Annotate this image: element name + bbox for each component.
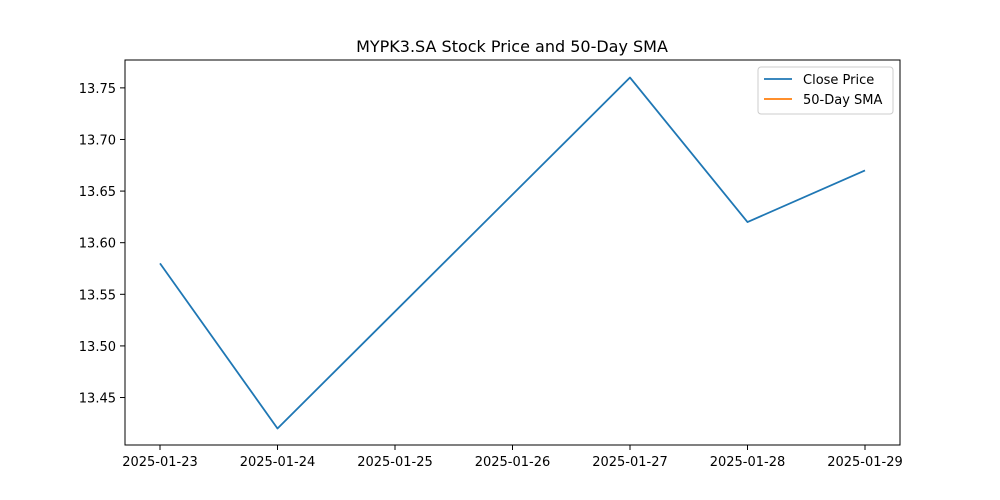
- y-tick-label: 13.70: [79, 133, 116, 148]
- plot-lines: [159, 76, 866, 430]
- x-tick-label: 2025-01-24: [240, 455, 316, 470]
- x-tick-label: 2025-01-26: [475, 455, 551, 470]
- chart-title: MYPK3.SA Stock Price and 50-Day SMA: [356, 37, 668, 56]
- y-tick-label: 13.75: [79, 82, 116, 97]
- axes: 2025-01-23 2025-01-24 2025-01-25 2025-01-26…: [79, 59, 903, 470]
- y-tick-label: 13.60: [79, 237, 116, 252]
- y-tick-label: 13.45: [79, 392, 116, 407]
- plot-frame: [124, 59, 901, 446]
- x-tick-label: 2025-01-29: [827, 455, 903, 470]
- legend-label: Close Price: [803, 73, 874, 88]
- legend-label: 50-Day SMA: [803, 93, 883, 108]
- x-tick-label: 2025-01-23: [122, 455, 198, 470]
- x-tick-label: 2025-01-28: [710, 455, 786, 470]
- series-line-0: [159, 76, 866, 430]
- x-tick-label: 2025-01-27: [592, 455, 668, 470]
- x-tick-label: 2025-01-25: [357, 455, 433, 470]
- y-tick-label: 13.55: [79, 288, 116, 303]
- y-tick-label: 13.65: [79, 185, 116, 200]
- legend: Close Price 50-Day SMA: [757, 66, 894, 115]
- y-tick-label: 13.50: [79, 340, 116, 355]
